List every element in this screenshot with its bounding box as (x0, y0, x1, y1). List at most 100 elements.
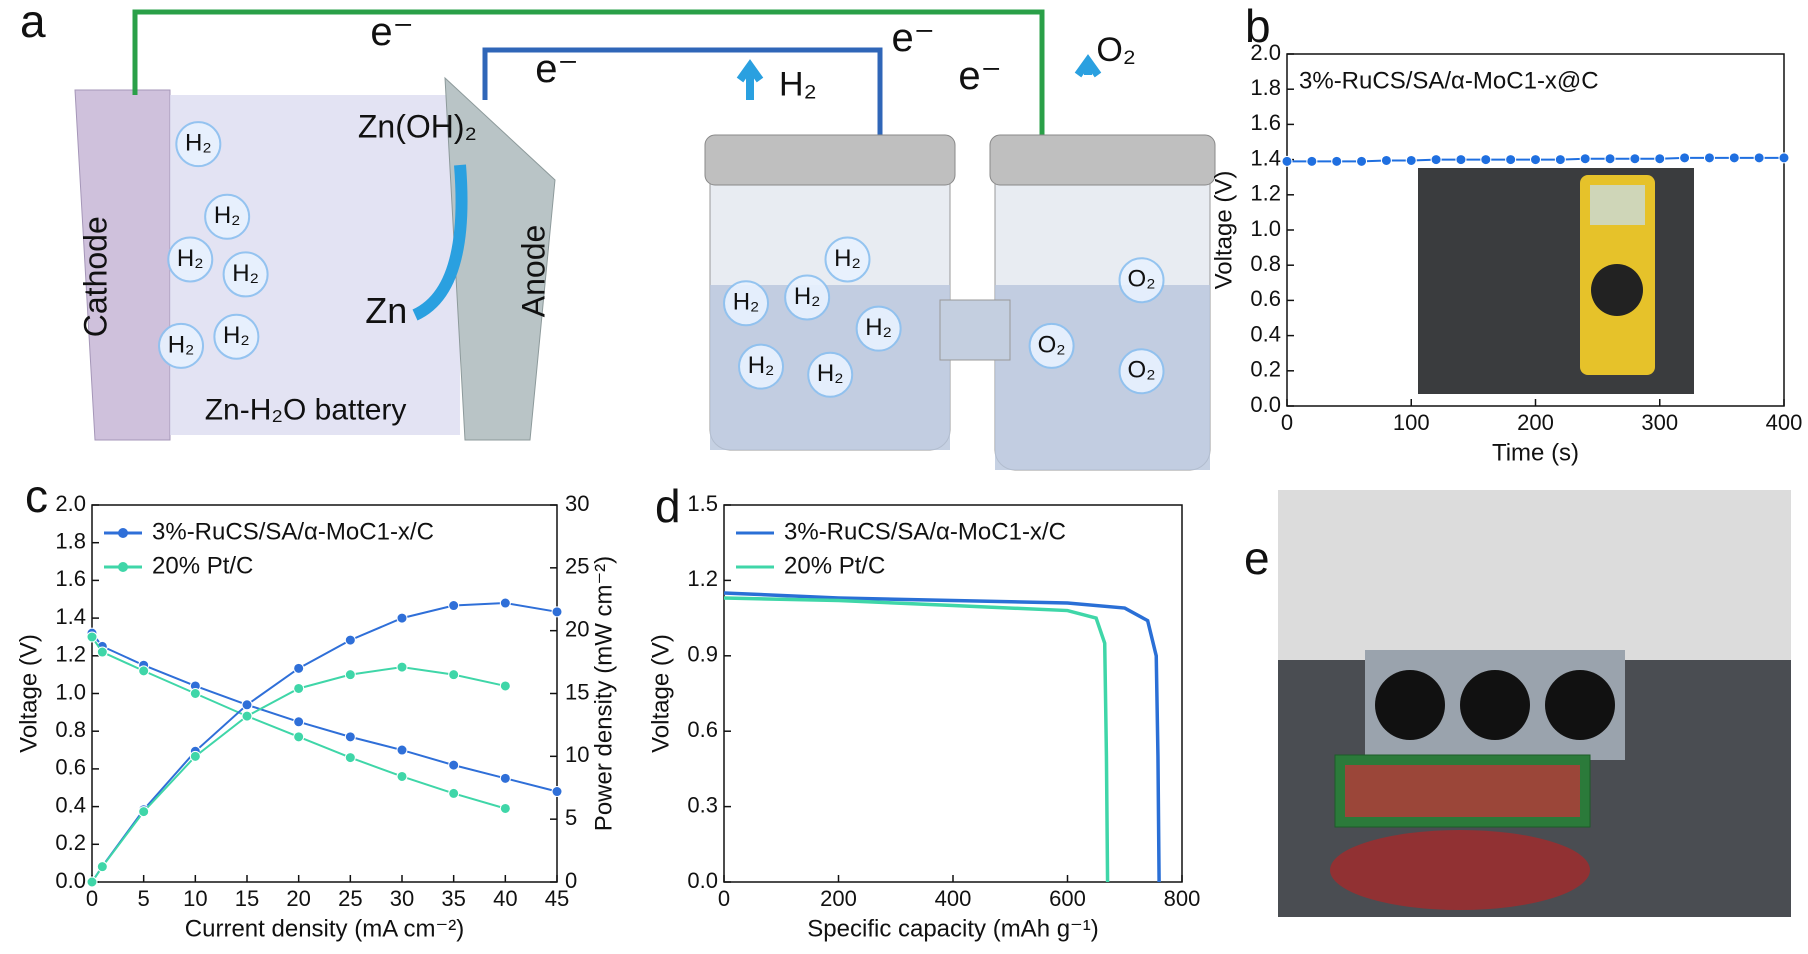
data-point (1480, 154, 1492, 166)
y2-axis-label: Power density (mW cm⁻²) (590, 556, 617, 831)
x-tick-label: 15 (235, 886, 259, 911)
schematic-text: H₂ (214, 202, 241, 229)
y-tick-label: 1.4 (1250, 145, 1281, 170)
y-axis-label: Voltage (V) (1210, 171, 1237, 290)
panel-label: b (1245, 0, 1271, 52)
data-point (499, 802, 511, 814)
schematic-text: H₂ (177, 245, 204, 272)
data-point (1778, 152, 1790, 164)
schematic-text: H₂ (865, 314, 892, 341)
y-tick-label: 0.8 (55, 717, 86, 742)
x-tick-label: 0 (718, 886, 730, 911)
y-axis-label: Voltage (V) (15, 634, 42, 753)
data-point (448, 787, 460, 799)
x-tick-label: 10 (183, 886, 207, 911)
data-point (499, 597, 511, 609)
x-tick-label: 600 (1049, 886, 1086, 911)
series-line (91, 666, 506, 883)
cap (704, 134, 956, 186)
y2-tick-label: 25 (565, 554, 589, 579)
y-tick-label: 1.8 (1250, 75, 1281, 100)
cap (989, 134, 1216, 186)
data-point (551, 606, 563, 618)
multimeter-display (1590, 185, 1645, 225)
data-point (344, 731, 356, 743)
y2-tick-label: 10 (565, 742, 589, 767)
data-point (1604, 153, 1616, 165)
data-point (1654, 153, 1666, 165)
x-tick-label: 35 (441, 886, 465, 911)
y-tick-label: 1.6 (1250, 110, 1281, 135)
bubble (222, 251, 269, 298)
data-point (1530, 154, 1541, 166)
bubble (167, 236, 214, 283)
y-tick-label: 1.4 (55, 604, 86, 629)
bubble (213, 313, 260, 360)
y-tick-label: 0.6 (1250, 286, 1281, 311)
schematic-text: e⁻ (370, 10, 413, 54)
data-point (189, 688, 201, 699)
schematic-text: H₂ (779, 65, 817, 103)
legend-label: 3%-RuCS/SA/α-MoC1-x/C (152, 518, 434, 545)
cathode-plate (74, 89, 171, 441)
data-point (1455, 154, 1467, 166)
data-point (1505, 154, 1517, 166)
data-point (138, 806, 150, 818)
panel-label: d (655, 480, 681, 532)
led-glow (1330, 830, 1590, 910)
wire (482, 47, 883, 150)
data-point (1281, 155, 1293, 167)
schematic-text: e⁻ (958, 54, 1001, 98)
y-tick-label: 2.0 (55, 491, 86, 516)
data-point (1703, 152, 1715, 164)
arrow (412, 164, 468, 321)
data-point (344, 634, 356, 646)
schematic-text: Zn-H₂O battery (205, 394, 407, 427)
y-tick-label: 1.0 (55, 679, 86, 704)
data-point (189, 750, 201, 762)
bubble (158, 322, 205, 369)
data-point (551, 786, 563, 798)
bubble (824, 236, 871, 283)
series-line (91, 602, 558, 883)
data-point (138, 665, 150, 677)
schematic-text: Zn(OH)₂ (358, 109, 477, 145)
y-tick-label: 0.4 (55, 792, 86, 817)
series-line (91, 632, 558, 793)
data-point (293, 716, 305, 728)
y-tick-label: 0.2 (55, 830, 86, 855)
data-point (1430, 154, 1442, 166)
inset-photo (1418, 168, 1694, 394)
x-tick-label: 30 (390, 886, 414, 911)
legend-marker (118, 528, 128, 538)
x-tick-label: 200 (820, 886, 857, 911)
y-tick-label: 0.0 (1250, 392, 1281, 417)
x-tick-label: 400 (935, 886, 972, 911)
x-tick-label: 200 (1517, 410, 1554, 435)
data-point (241, 710, 253, 722)
x-tick-label: 0 (1281, 410, 1293, 435)
schematic-text: Zn (365, 290, 407, 331)
cell (1545, 670, 1615, 740)
data-point (86, 876, 98, 888)
wire (132, 9, 1045, 150)
y-tick-label: 1.2 (55, 642, 86, 667)
schematic-text: O₂ (1038, 331, 1066, 358)
schematic-text: H₂ (168, 331, 195, 358)
cell (1460, 670, 1530, 740)
bubble (855, 305, 902, 352)
legend-marker (118, 562, 128, 572)
bubble (1028, 322, 1075, 369)
series-line (91, 636, 506, 810)
x-tick-label: 400 (1766, 410, 1803, 435)
bubble (723, 280, 770, 327)
legend-label: 20% Pt/C (784, 552, 885, 579)
schematic-text: H₂ (185, 129, 212, 156)
data-point (293, 662, 305, 674)
y-tick-label: 2.0 (1250, 40, 1281, 65)
schematic-text: H₂ (232, 260, 259, 287)
y-tick-label: 0.9 (687, 642, 718, 667)
y-tick-label: 0.6 (687, 717, 718, 742)
x-axis-label: Time (s) (1492, 439, 1579, 466)
